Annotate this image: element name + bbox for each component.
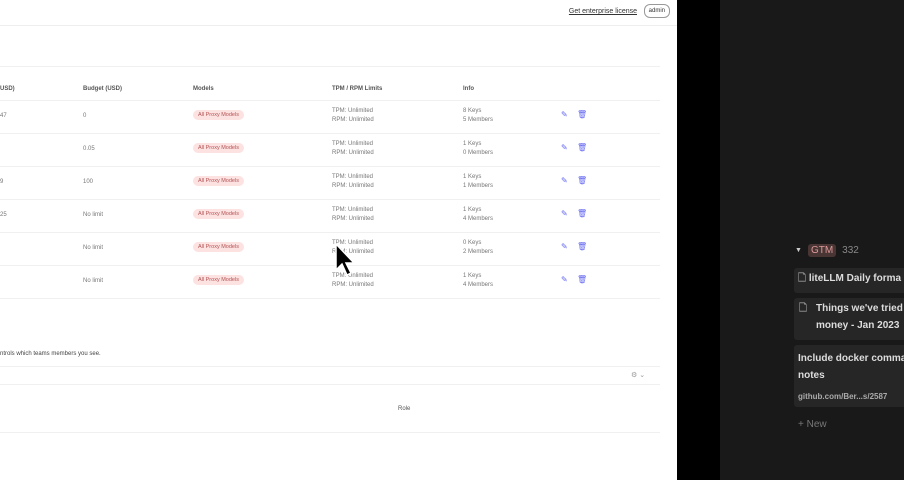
budget-cell: No limit [83, 278, 104, 284]
edit-icon[interactable]: ✎ [561, 143, 568, 152]
spend-cell: 9 [0, 179, 4, 185]
document-icon: 🗋 [799, 303, 808, 314]
trash-icon[interactable]: 🗑 [577, 242, 588, 251]
divider [0, 384, 660, 385]
rpm-cell: RPM: Unlimited [332, 150, 374, 156]
budget-cell: No limit [83, 212, 104, 218]
divider [0, 166, 660, 167]
group-header[interactable]: ▼ GTM 332 [795, 244, 859, 257]
divider [0, 100, 660, 101]
trash-icon[interactable]: 🗑 [577, 143, 588, 152]
notes-panel: ▼ GTM 332 🗋 liteLLM Daily forma 🗋 Things … [720, 0, 904, 480]
note-card[interactable]: 🗋 liteLLM Daily forma [794, 268, 904, 293]
edit-icon[interactable]: ✎ [561, 176, 568, 185]
rpm-cell: RPM: Unlimited [332, 282, 374, 288]
models-badge: All Proxy Models [193, 275, 244, 285]
tpm-cell: TPM: Unlimited [332, 141, 374, 147]
user-menu-button[interactable]: admin [643, 4, 670, 18]
models-badge: All Proxy Models [193, 143, 244, 153]
group-count: 332 [842, 245, 859, 256]
spend-cell: 25 [0, 212, 7, 218]
rpm-cell: RPM: Unlimited [332, 216, 374, 222]
divider [0, 232, 660, 233]
models-badge: All Proxy Models [193, 242, 244, 252]
keys-cell: 1 Keys [463, 141, 482, 147]
tpm-cell: TPM: Unlimited [332, 174, 374, 180]
keys-cell: 1 Keys [463, 207, 482, 213]
rpm-cell: RPM: Unlimited [332, 117, 374, 123]
members-note: ntrols which teams members you see. [0, 351, 101, 357]
members-cell: 4 Members [463, 282, 494, 288]
budget-cell: 100 [83, 179, 94, 185]
top-bar: Get enterprise license admin [0, 0, 677, 26]
budget-cell: No limit [83, 245, 104, 251]
triangle-down-icon[interactable]: ▼ [795, 247, 802, 254]
members-cell: 5 Members [463, 117, 494, 123]
divider [0, 133, 660, 134]
keys-cell: 8 Keys [463, 108, 482, 114]
document-icon: 🗋 [798, 273, 809, 284]
mouse-cursor-icon [335, 243, 356, 277]
col-models: Models [193, 86, 214, 92]
spend-cell: 47 [0, 113, 7, 119]
divider [0, 298, 660, 299]
divider [0, 199, 660, 200]
members-cell: 0 Members [463, 150, 494, 156]
col-budget: Budget (USD) [83, 86, 122, 92]
models-badge: All Proxy Models [193, 176, 244, 186]
tpm-cell: TPM: Unlimited [332, 207, 374, 213]
edit-icon[interactable]: ✎ [561, 275, 568, 284]
models-badge: All Proxy Models [193, 209, 244, 219]
rpm-cell: RPM: Unlimited [332, 249, 374, 255]
edit-icon[interactable]: ✎ [561, 209, 568, 218]
enterprise-license-link[interactable]: Get enterprise license [568, 8, 637, 15]
tpm-cell: TPM: Unlimited [332, 240, 374, 246]
models-badge: All Proxy Models [193, 110, 244, 120]
trash-icon[interactable]: 🗑 [577, 176, 588, 185]
budget-cell: 0 [83, 113, 87, 119]
window-gap [677, 0, 720, 480]
new-button[interactable]: + New [798, 419, 827, 430]
settings-dropdown[interactable]: ⚙ ⌄ [631, 372, 646, 379]
col-role: Role [398, 406, 411, 412]
divider [0, 265, 660, 266]
tpm-cell: TPM: Unlimited [332, 273, 374, 279]
github-link[interactable]: github.com/Ber...s/2587 [798, 392, 888, 401]
tpm-cell: TPM: Unlimited [332, 108, 374, 114]
keys-cell: 1 Keys [463, 273, 482, 279]
members-cell: 4 Members [463, 216, 494, 222]
col-info: Info [463, 86, 474, 92]
col-limits: TPM / RPM Limits [332, 86, 383, 92]
keys-cell: 1 Keys [463, 174, 482, 180]
divider [0, 366, 660, 367]
trash-icon[interactable]: 🗑 [577, 209, 588, 218]
divider [0, 66, 660, 67]
keys-cell: 0 Keys [463, 240, 482, 246]
note-card[interactable]: Include docker comma notes github.com/Ber… [794, 345, 904, 407]
note-card[interactable]: 🗋 Things we've tried money - Jan 2023 [794, 298, 904, 340]
budget-cell: 0.05 [83, 146, 95, 152]
edit-icon[interactable]: ✎ [561, 110, 568, 119]
col-spend: USD) [0, 86, 15, 92]
group-tag: GTM [807, 244, 837, 257]
edit-icon[interactable]: ✎ [561, 242, 568, 251]
admin-panel: Get enterprise license admin USD) Budget… [0, 0, 677, 480]
members-cell: 1 Members [463, 183, 494, 189]
members-cell: 2 Members [463, 249, 494, 255]
rpm-cell: RPM: Unlimited [332, 183, 374, 189]
divider [0, 432, 660, 433]
trash-icon[interactable]: 🗑 [577, 275, 588, 284]
trash-icon[interactable]: 🗑 [577, 110, 588, 119]
